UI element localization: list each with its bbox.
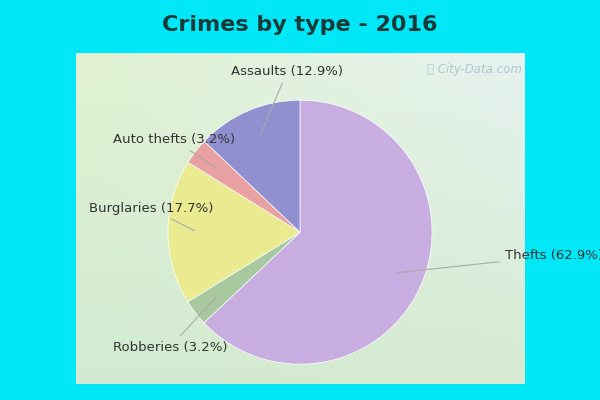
Text: Assaults (12.9%): Assaults (12.9%) bbox=[232, 65, 343, 135]
Wedge shape bbox=[168, 162, 300, 302]
Wedge shape bbox=[204, 100, 300, 232]
Text: Robberies (3.2%): Robberies (3.2%) bbox=[113, 297, 227, 354]
Text: Crimes by type - 2016: Crimes by type - 2016 bbox=[162, 15, 438, 35]
Text: ⓘ City-Data.com: ⓘ City-Data.com bbox=[427, 63, 522, 76]
Text: Auto thefts (3.2%): Auto thefts (3.2%) bbox=[113, 133, 235, 168]
Wedge shape bbox=[204, 100, 432, 364]
Text: Burglaries (17.7%): Burglaries (17.7%) bbox=[89, 202, 213, 231]
Wedge shape bbox=[188, 141, 300, 232]
Text: Thefts (62.9%): Thefts (62.9%) bbox=[397, 250, 600, 273]
Wedge shape bbox=[188, 232, 300, 323]
